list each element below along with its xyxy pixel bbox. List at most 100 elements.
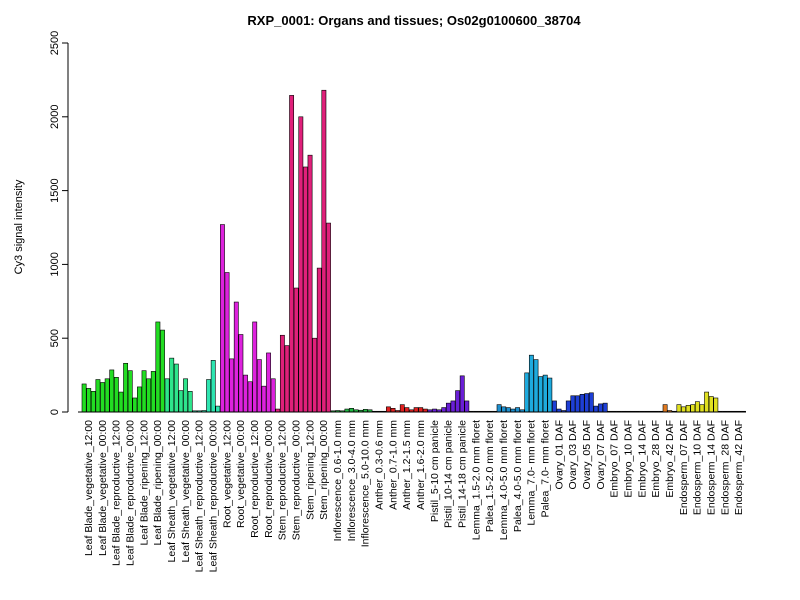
bar bbox=[224, 272, 230, 413]
bar bbox=[547, 377, 553, 413]
bar bbox=[215, 405, 221, 413]
bar bbox=[229, 358, 235, 413]
x-tick-label: Anther_1.6-2.0 mm bbox=[415, 420, 427, 510]
bar bbox=[390, 408, 396, 413]
x-tick-label: Root_vegetative_00:00 bbox=[235, 420, 247, 528]
x-tick-label: Stem_reproductive_12:00 bbox=[277, 420, 289, 540]
bar bbox=[109, 369, 115, 413]
x-tick-label: Pistil_10-14 cm panicle bbox=[443, 420, 455, 528]
x-tick-label: Stem_ripening_00:00 bbox=[318, 420, 330, 520]
x-tick-label: Endosperm_14 DAF bbox=[705, 420, 717, 515]
bar bbox=[505, 407, 511, 413]
bar bbox=[238, 334, 244, 413]
x-tick-label: Endosperm_28 DAF bbox=[719, 420, 731, 515]
bar bbox=[113, 377, 119, 413]
x-tick-label: Root_vegetative_12:00 bbox=[221, 420, 233, 528]
bar bbox=[252, 321, 258, 413]
bar bbox=[704, 391, 710, 413]
bar bbox=[298, 116, 304, 413]
bar bbox=[146, 378, 152, 413]
x-tick-label: Endosperm_07 DAF bbox=[678, 420, 690, 515]
bar bbox=[289, 95, 295, 413]
bar bbox=[524, 372, 530, 413]
x-tick-label: Pistil_5-10 cm panicle bbox=[429, 420, 441, 522]
bar bbox=[418, 407, 424, 413]
bar bbox=[118, 391, 124, 413]
bar bbox=[178, 390, 184, 413]
y-tick-label: 1000 bbox=[49, 252, 61, 276]
bar bbox=[81, 383, 87, 413]
bar bbox=[100, 382, 105, 413]
x-tick-label: Ovary_03 DAF bbox=[567, 420, 579, 489]
bar bbox=[270, 378, 276, 413]
x-tick-label: Embryo_14 DAF bbox=[636, 420, 648, 498]
bar bbox=[210, 360, 216, 413]
bar bbox=[552, 400, 557, 413]
x-tick-label: Embryo_10 DAF bbox=[622, 420, 634, 498]
bar bbox=[450, 400, 456, 413]
bar bbox=[445, 402, 451, 413]
bar bbox=[413, 407, 419, 413]
bar bbox=[233, 301, 239, 413]
bar bbox=[501, 406, 507, 413]
bar bbox=[588, 392, 594, 413]
bar bbox=[694, 401, 700, 413]
y-axis: 0 500 1000 1500 2000 2500 bbox=[49, 31, 69, 415]
bar bbox=[123, 362, 129, 413]
bar bbox=[307, 154, 313, 413]
bar bbox=[459, 375, 465, 413]
bar bbox=[708, 396, 714, 413]
bar bbox=[127, 370, 133, 413]
bar bbox=[169, 357, 175, 413]
x-tick-label: Root_reproductive_00:00 bbox=[263, 420, 275, 538]
bar bbox=[303, 166, 308, 413]
x-tick-label: Anther_0.7-1.0 mm bbox=[387, 420, 399, 510]
x-tick-label: Ovary_01 DAF bbox=[553, 420, 565, 489]
x-tick-labels: Leaf Blade_vegetative_12:00 Leaf Blade_ve… bbox=[83, 420, 745, 573]
bar bbox=[685, 405, 691, 413]
bar bbox=[316, 267, 322, 413]
bar bbox=[598, 403, 603, 413]
bar bbox=[243, 374, 248, 413]
x-tick-label: Embryo_28 DAF bbox=[650, 420, 662, 498]
bar bbox=[565, 400, 571, 413]
x-tick-label: Lemma_7.0- mm floret bbox=[526, 420, 538, 526]
bar bbox=[386, 406, 391, 413]
x-tick-label: Leaf Blade_ripening_12:00 bbox=[138, 420, 150, 546]
y-tick-label: 2500 bbox=[49, 31, 61, 55]
bars-group bbox=[81, 89, 746, 413]
bar bbox=[164, 378, 170, 413]
bar bbox=[266, 352, 271, 413]
bar bbox=[173, 363, 179, 413]
bar bbox=[713, 397, 719, 413]
x-tick-label: Palea_7.0- mm floret bbox=[539, 420, 551, 518]
bar bbox=[399, 404, 405, 413]
bar bbox=[141, 370, 147, 413]
bar bbox=[150, 371, 156, 413]
bar bbox=[533, 359, 539, 413]
bar bbox=[538, 376, 544, 413]
x-tick-label: Ovary_05 DAF bbox=[581, 420, 593, 489]
bar bbox=[579, 393, 585, 413]
x-tick-label: Leaf Blade_ripening_00:00 bbox=[152, 420, 164, 546]
x-tick-label: Stem_reproductive_00:00 bbox=[290, 420, 302, 540]
x-tick-label: Stem_ripening_12:00 bbox=[304, 420, 316, 520]
x-tick-label: Leaf Sheath_reproductive_00:00 bbox=[207, 420, 219, 573]
bar bbox=[542, 374, 548, 413]
x-tick-label: Inflorescence_0.6-1.0 mm bbox=[332, 420, 344, 542]
bar bbox=[321, 89, 327, 413]
x-tick-label: Inflorescence_5.0-10.0 mm bbox=[360, 420, 372, 547]
bar bbox=[464, 400, 470, 413]
x-tick-label: Palea_4.0-5.0 mm floret bbox=[512, 420, 524, 532]
bar bbox=[404, 407, 410, 413]
bar bbox=[220, 224, 225, 413]
bar bbox=[349, 408, 354, 413]
y-tick-label: 0 bbox=[49, 409, 61, 415]
bar bbox=[575, 395, 580, 413]
bar bbox=[312, 337, 318, 413]
bar bbox=[183, 378, 188, 413]
bar bbox=[326, 222, 331, 413]
x-tick-label: Palea_1.5-2.0 mm floret bbox=[484, 420, 496, 532]
x-tick-label: Anther_1.2-1.5 mm bbox=[401, 420, 413, 510]
